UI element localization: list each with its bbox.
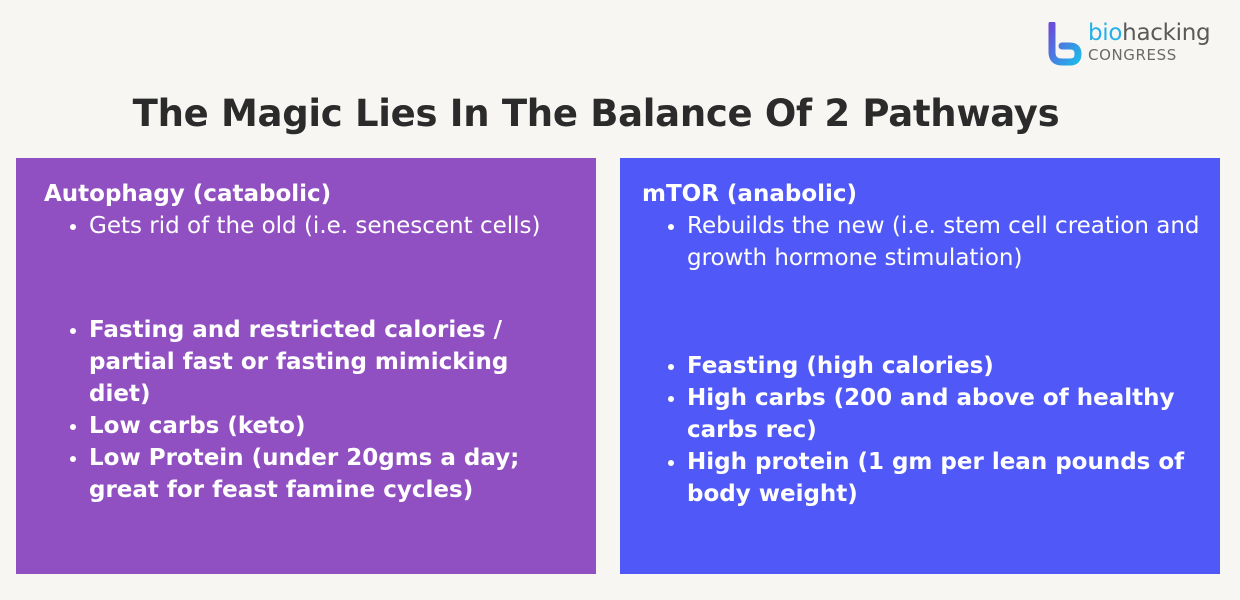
biohacking-congress-logo: biohacking CONGRESS (1046, 22, 1226, 68)
list-item: Low Protein (under 20gms a day; great fo… (89, 442, 576, 506)
list-item: High protein (1 gm per lean pounds of bo… (687, 446, 1200, 510)
autophagy-description-list: Gets rid of the old (i.e. senescent cell… (44, 210, 576, 242)
list-item: High carbs (200 and above of healthy car… (687, 382, 1200, 446)
autophagy-triggers-list: Fasting and restricted calories / partia… (44, 314, 576, 506)
autophagy-heading: Autophagy (catabolic) (44, 181, 332, 207)
list-item: Gets rid of the old (i.e. senescent cell… (89, 210, 576, 242)
list-item: Low carbs (keto) (89, 410, 576, 442)
page-title: The Magic Lies In The Balance Of 2 Pathw… (132, 92, 1060, 135)
logo-subtitle: CONGRESS (1088, 46, 1177, 64)
autophagy-panel: Autophagy (catabolic) Gets rid of the ol… (16, 158, 596, 574)
list-item: Feasting (high calories) (687, 350, 1200, 382)
list-item: Rebuilds the new (i.e. stem cell creatio… (687, 210, 1200, 274)
mtor-heading: mTOR (anabolic) (642, 181, 858, 207)
mtor-description-list: Rebuilds the new (i.e. stem cell creatio… (642, 210, 1200, 274)
mtor-triggers-list: Feasting (high calories) High carbs (200… (642, 350, 1200, 510)
mtor-panel: mTOR (anabolic) Rebuilds the new (i.e. s… (620, 158, 1220, 574)
logo-wordmark: biohacking (1088, 20, 1211, 46)
list-item: Fasting and restricted calories / partia… (89, 314, 576, 410)
logo-mark-icon (1048, 22, 1082, 66)
